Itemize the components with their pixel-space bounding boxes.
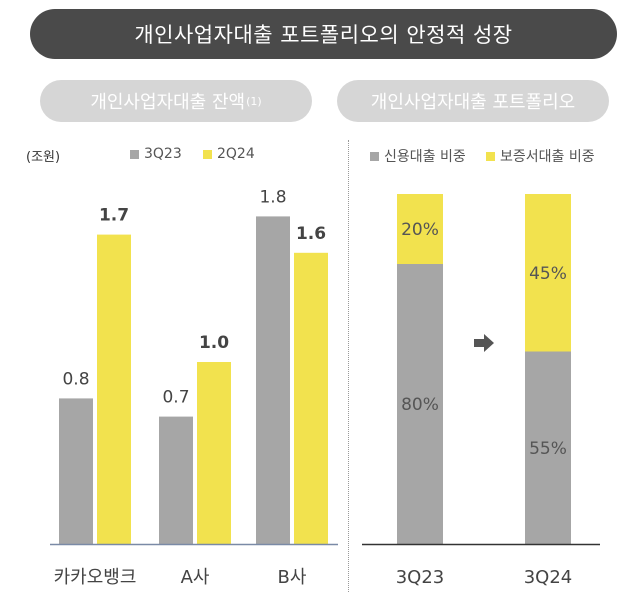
stack-신용대출 비중-3Q24 xyxy=(525,351,571,544)
legend-swatch-yellow xyxy=(203,149,212,159)
data-label: 0.8 xyxy=(62,369,89,389)
stack-value-label: 45% xyxy=(529,264,567,284)
data-label: 1.7 xyxy=(99,206,129,226)
unit-label: (조원) xyxy=(26,150,61,165)
x-tick-label: 3Q23 xyxy=(396,567,445,588)
legend-3q23: 3Q23 xyxy=(130,146,182,162)
bar-3Q23-B사 xyxy=(256,216,290,544)
footnote-marker: (1) xyxy=(246,94,262,108)
arrow-right-icon xyxy=(474,334,494,352)
x-tick-label: A사 xyxy=(181,567,210,588)
legend-label: 3Q23 xyxy=(144,146,182,162)
data-label: 1.6 xyxy=(296,224,326,244)
data-label: 1.8 xyxy=(259,187,286,207)
stack-보증서대출 비중-3Q24 xyxy=(525,194,571,352)
legend-guarantee: 보증서대출 비중 xyxy=(486,146,595,166)
panel-divider xyxy=(348,140,349,592)
x-tick-label: B사 xyxy=(278,567,307,588)
bar-2Q24-카카오뱅크 xyxy=(97,234,131,544)
x-tick-label: 카카오뱅크 xyxy=(54,567,137,588)
stack-value-label: 20% xyxy=(401,220,439,240)
legend-label: 2Q24 xyxy=(217,146,255,162)
bar-3Q23-A사 xyxy=(159,416,193,544)
legend-2q24: 2Q24 xyxy=(203,146,255,162)
stack-value-label: 80% xyxy=(401,395,439,415)
data-label: 0.7 xyxy=(162,388,189,408)
page-title-text: 개인사업자대출 포트폴리오의 안정적 성장 xyxy=(134,23,513,47)
left-panel-title-text: 개인사업자대출 잔액 xyxy=(90,92,246,113)
page-title: 개인사업자대출 포트폴리오의 안정적 성장 xyxy=(30,9,617,59)
stack-보증서대출 비중-3Q23 xyxy=(397,194,443,264)
data-label: 1.0 xyxy=(199,333,229,353)
legend-credit: 신용대출 비중 xyxy=(370,146,466,166)
stack-신용대출 비중-3Q23 xyxy=(397,264,443,544)
legend-swatch-gray xyxy=(370,151,379,161)
legend-swatch-yellow xyxy=(486,151,495,161)
bar-2Q24-B사 xyxy=(294,252,328,545)
right-panel-title: 개인사업자대출 포트폴리오 xyxy=(337,80,609,122)
legend-swatch-gray xyxy=(130,149,139,159)
stack-value-label: 55% xyxy=(529,439,567,459)
right-panel-title-text: 개인사업자대출 포트폴리오 xyxy=(370,92,576,113)
left-panel-title: 개인사업자대출 잔액 (1) xyxy=(40,80,312,122)
legend-label: 보증서대출 비중 xyxy=(500,149,595,165)
bar-2Q24-A사 xyxy=(197,362,231,544)
x-tick-label: 3Q24 xyxy=(524,567,573,588)
legend-label: 신용대출 비중 xyxy=(384,149,466,165)
bar-3Q23-카카오뱅크 xyxy=(59,398,93,544)
